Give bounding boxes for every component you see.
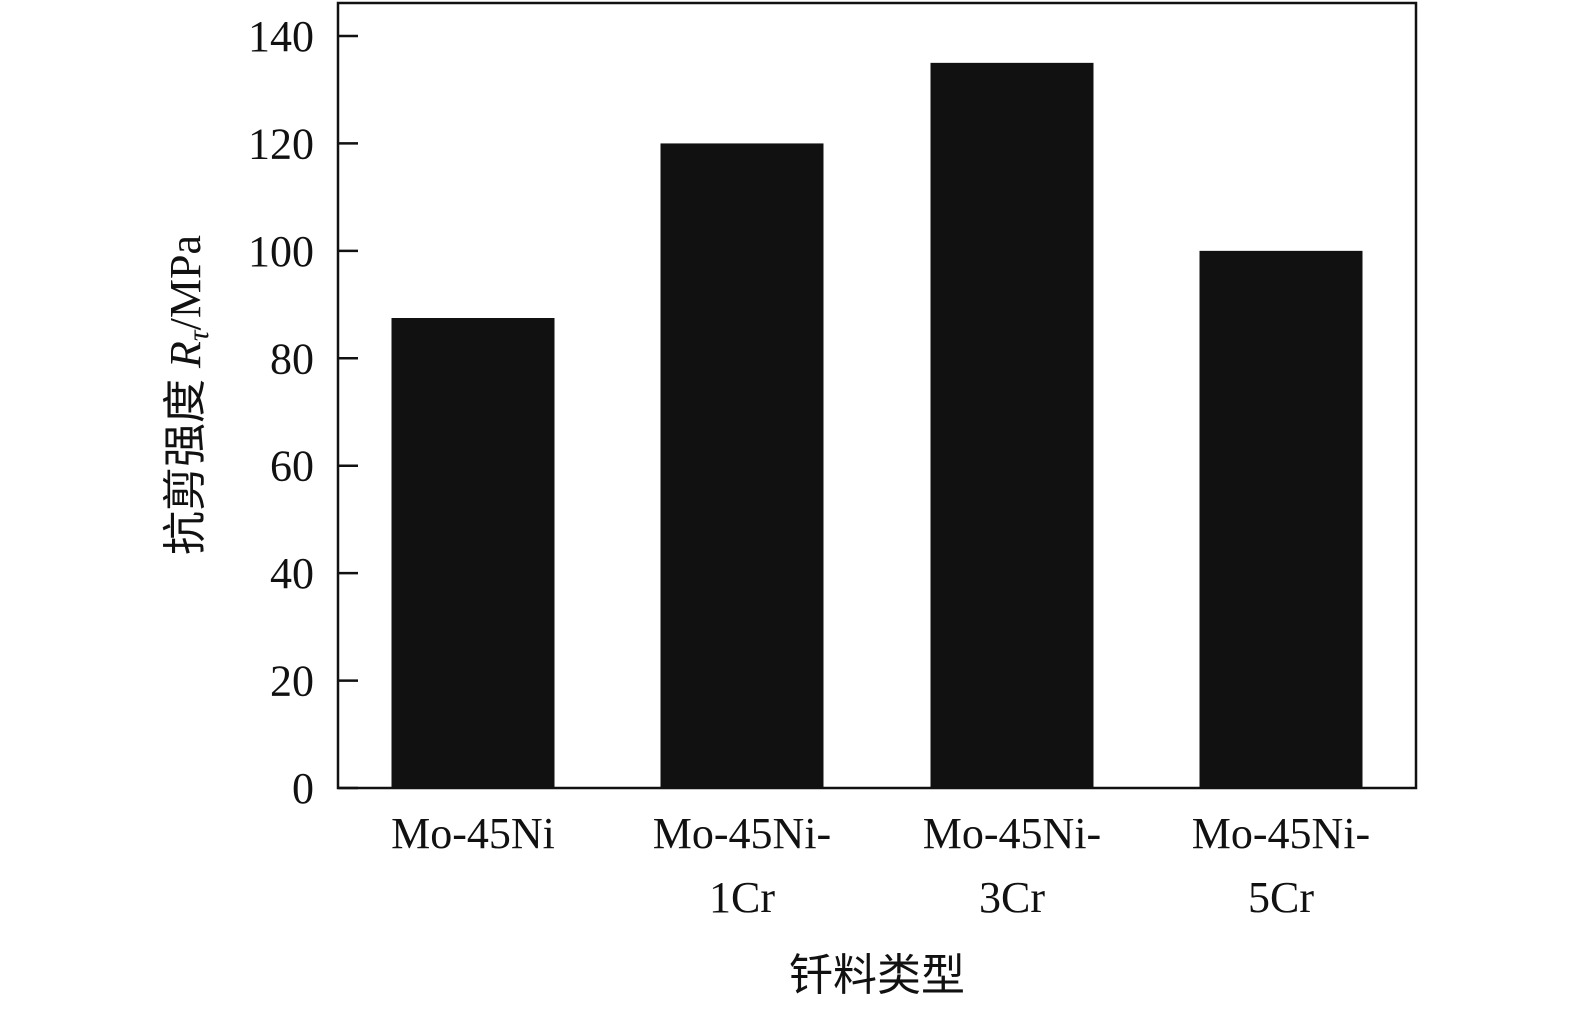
bar-4 [1199, 250, 1363, 788]
y-tick-label: 140 [248, 12, 314, 61]
y-axis-title-prefix: 抗剪强度 [161, 368, 210, 555]
y-tick-label: 120 [248, 119, 314, 168]
bars-layer [391, 62, 1363, 789]
y-axis-title: 抗剪强度 Rτ/MPa [161, 235, 215, 555]
y-tick-label: 60 [270, 442, 314, 491]
x-axis-title: 钎料类型 [789, 951, 965, 1000]
y-tick-label: 80 [270, 334, 314, 383]
x-category-label: Mo-45Ni-5Cr [1192, 809, 1370, 922]
bar-2 [660, 143, 824, 788]
x-category-label: Mo-45Ni-3Cr [923, 809, 1101, 922]
y-axis-title-unit: /MPa [161, 235, 210, 330]
y-tick-label: 40 [270, 549, 314, 598]
y-tick-label: 20 [270, 657, 314, 706]
y-tick-label: 0 [292, 764, 314, 813]
x-categories-layer: Mo-45Ni Mo-45Ni-1Cr Mo-45Ni-3Cr Mo-45Ni-5Cr [391, 809, 1370, 922]
plot-frame [336, 1, 1418, 790]
x-category-label: Mo-45Ni [391, 809, 555, 858]
x-category-label: Mo-45Ni-1Cr [653, 809, 831, 922]
bar-1 [391, 318, 555, 788]
bar-3 [930, 62, 1094, 789]
y-axis-title-subscript: τ [182, 329, 215, 341]
y-axis-title-symbol: R [161, 341, 210, 369]
y-tick-label: 100 [248, 227, 314, 276]
y-ticks-layer: 0 20 40 60 80 100 120 140 [248, 12, 358, 813]
